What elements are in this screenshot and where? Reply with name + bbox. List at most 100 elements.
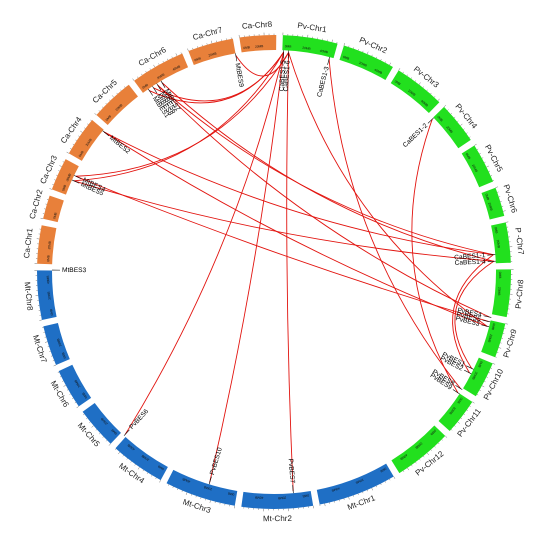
- gene-label: MtBES2: [108, 135, 131, 156]
- gene-leader-line: [160, 80, 166, 88]
- tick-mark: [116, 92, 118, 95]
- gene-label: MtBES9: [233, 63, 244, 88]
- tick-label: 20MB: [156, 72, 165, 80]
- tick-mark: [492, 179, 495, 181]
- tick-mark: [155, 477, 157, 480]
- tick-mark: [76, 406, 79, 409]
- tick-label: 0MB: [491, 323, 496, 330]
- synteny-link: [452, 254, 494, 374]
- tick-mark: [75, 139, 77, 141]
- chromosome-label: P -Chr7: [513, 227, 525, 256]
- synteny-link: [157, 84, 494, 256]
- tick-label: 20MB: [471, 164, 478, 173]
- chromosome-pv-chr4: [433, 106, 471, 149]
- tick-mark: [407, 467, 409, 471]
- tick-mark: [371, 54, 373, 57]
- tick-mark: [437, 98, 440, 101]
- synteny-link: [157, 84, 490, 318]
- tick-mark: [411, 464, 413, 467]
- tick-mark: [503, 210, 506, 212]
- gene-leader-line: [287, 50, 290, 59]
- tick-mark: [415, 462, 417, 464]
- chromosome-ca-chr2: [43, 195, 64, 223]
- chromosome-pv-chr9: [481, 320, 506, 358]
- synteny-link: [161, 82, 494, 262]
- tick-mark: [142, 469, 144, 472]
- tick-mark: [126, 458, 128, 460]
- tick-mark: [438, 442, 440, 445]
- tick-mark: [362, 491, 364, 494]
- tick-mark: [389, 62, 391, 66]
- chromosome-label: Ca-Chr7: [192, 25, 224, 42]
- tick-mark: [124, 86, 126, 88]
- chromosome-mt-chr4: [115, 437, 168, 481]
- gene-leader-line: [156, 83, 162, 91]
- tick-mark: [62, 380, 64, 382]
- tick-label: 20MB: [100, 417, 109, 426]
- chromosome-ca-chr5: [96, 84, 138, 125]
- tick-mark: [484, 161, 486, 163]
- tick-label: 0MB: [430, 429, 437, 436]
- tick-mark: [362, 50, 364, 53]
- tick-mark: [83, 413, 85, 416]
- tick-mark: [472, 401, 475, 404]
- gene-leader-line: [73, 175, 82, 180]
- tick-mark: [44, 341, 48, 343]
- tick-mark: [474, 143, 477, 146]
- tick-mark: [58, 170, 60, 172]
- chromosome-label: Ca-Chr1: [22, 227, 35, 259]
- tick-label: 0MB: [484, 193, 490, 201]
- chromosome-label: Ca-Chr8: [242, 20, 273, 31]
- tick-label: 0MB: [52, 212, 57, 219]
- gene-leader-line: [452, 389, 460, 395]
- tick-label: 40MB: [399, 453, 408, 461]
- gene-label: CaBES1-6: [283, 60, 292, 92]
- synteny-link: [104, 131, 494, 256]
- tick-mark: [423, 455, 425, 458]
- tick-mark: [479, 153, 481, 155]
- tick-mark: [454, 425, 456, 427]
- gene-leader-line: [292, 485, 294, 494]
- tick-label: 0MB: [379, 467, 387, 474]
- gene-leader-line: [481, 324, 490, 328]
- tick-mark: [180, 52, 182, 54]
- tick-mark: [380, 59, 382, 61]
- chromosome-label: Mt-Chr2: [263, 514, 293, 523]
- chromosome-label: Mt-Chr3: [182, 497, 213, 515]
- tick-label: 20MB: [358, 61, 367, 68]
- tick-label: 0MB: [243, 45, 250, 50]
- tick-mark: [443, 104, 447, 108]
- tick-label: 20MB: [302, 46, 311, 51]
- tick-mark: [91, 425, 94, 428]
- tick-label: 0MB: [394, 79, 402, 86]
- tick-mark: [153, 64, 155, 68]
- tick-label: 0MB: [61, 352, 67, 360]
- tick-mark: [457, 120, 459, 122]
- tick-mark: [172, 486, 174, 488]
- tick-label: 0MB: [81, 392, 88, 400]
- gene-label: CaBES1-4: [454, 258, 486, 267]
- tick-mark: [430, 92, 432, 95]
- tick-label: 20MB: [448, 406, 456, 415]
- tick-mark: [52, 184, 54, 185]
- tick-mark: [159, 480, 161, 483]
- tick-mark: [59, 165, 62, 167]
- chromosome-label: Ca-Chr2: [28, 188, 45, 220]
- tick-label: 0MB: [110, 428, 117, 435]
- chromosome-label: Pv-Chr6: [502, 183, 519, 214]
- tick-mark: [63, 385, 66, 387]
- tick-mark: [130, 461, 132, 463]
- chromosome-ring: 0MB20MBCa-Chr10MBCa-Chr20MB20MBCa-Chr30M…: [22, 20, 526, 524]
- tick-mark: [498, 347, 502, 349]
- tick-label: 20MB: [47, 291, 52, 300]
- tick-mark: [59, 376, 62, 378]
- synteny-link: [209, 52, 285, 483]
- tick-label: 40MB: [172, 64, 181, 71]
- chromosome-ca-chr3: [51, 159, 79, 195]
- tick-mark: [177, 488, 179, 490]
- tick-mark: [167, 58, 169, 61]
- gene-label: CaBES1-5: [279, 60, 287, 92]
- chromosome-mt-chr6: [58, 364, 92, 407]
- tick-mark: [434, 446, 436, 448]
- tick-mark: [490, 367, 493, 369]
